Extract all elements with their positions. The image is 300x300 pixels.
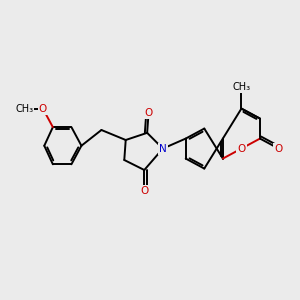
- Text: O: O: [39, 103, 47, 114]
- Text: CH₃: CH₃: [232, 82, 250, 92]
- Text: O: O: [274, 144, 283, 154]
- Text: CH₃: CH₃: [15, 103, 33, 114]
- Text: O: O: [140, 186, 148, 197]
- Text: O: O: [237, 144, 246, 154]
- Text: N: N: [159, 144, 167, 154]
- Text: O: O: [144, 108, 153, 118]
